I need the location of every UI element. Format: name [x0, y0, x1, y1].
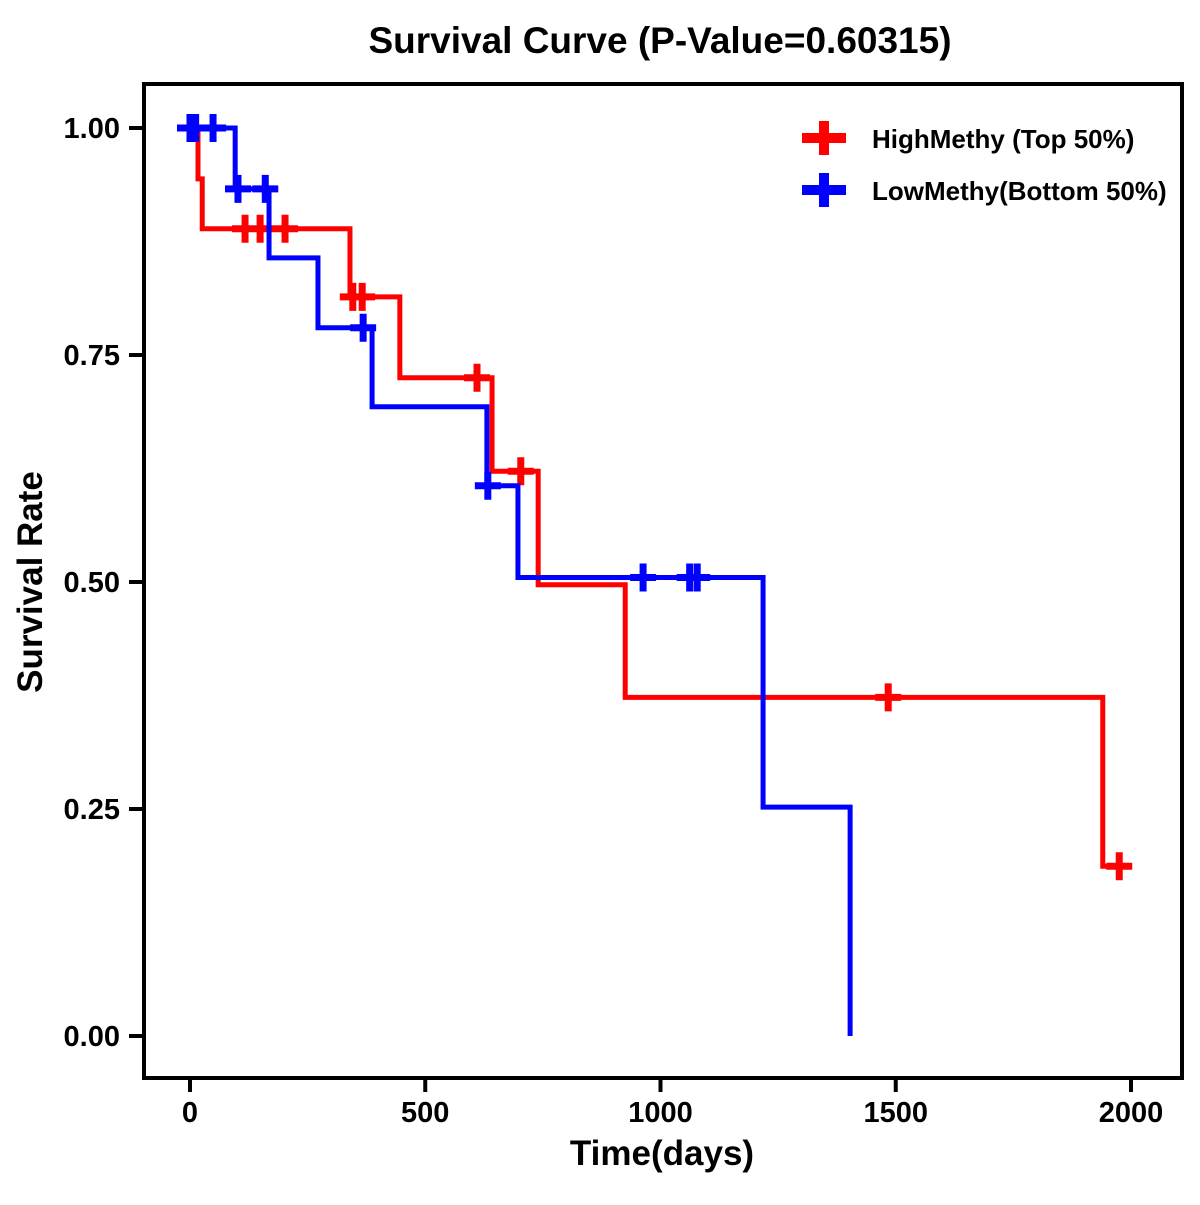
x-axis-tick-label: 1000 — [628, 1097, 693, 1129]
legend-lowmethy-plus-icon — [802, 173, 846, 207]
x-axis-tick-label: 2000 — [1099, 1097, 1164, 1129]
x-axis-tick-label: 1500 — [863, 1097, 928, 1129]
y-axis-tick-label: 0.50 — [64, 567, 120, 599]
legend-highmethy-plus-icon — [802, 121, 846, 155]
legend-lowmethy-label: LowMethy(Bottom 50%) — [872, 176, 1167, 206]
y-axis-label: Survival Rate — [11, 471, 50, 693]
series-curves — [177, 114, 1133, 1036]
legend: HighMethy (Top 50%) LowMethy(Bottom 50%) — [802, 121, 1167, 207]
y-axis: 0.00 0.25 0.50 0.75 1.00 — [64, 113, 144, 1053]
censor-marks-lowmethy — [177, 114, 711, 592]
legend-highmethy-label: HighMethy (Top 50%) — [872, 124, 1134, 154]
y-axis-tick-label: 0.25 — [64, 794, 120, 826]
curve-highmethy — [190, 125, 1131, 869]
x-axis-label: Time(days) — [570, 1134, 754, 1173]
x-axis: 0 500 1000 1500 2000 — [182, 1078, 1163, 1129]
censor-marks-highmethy — [232, 214, 1133, 881]
x-axis-tick-label: 500 — [401, 1097, 449, 1129]
chart-title: Survival Curve (P-Value=0.60315) — [368, 20, 951, 61]
x-axis-tick-label: 0 — [182, 1097, 198, 1129]
y-axis-tick-label: 0.75 — [64, 340, 120, 372]
y-axis-tick-label: 0.00 — [64, 1021, 120, 1053]
plot-area-border — [142, 82, 1184, 1080]
curve-lowmethy — [190, 125, 853, 1036]
y-axis-tick-label: 1.00 — [64, 113, 120, 145]
